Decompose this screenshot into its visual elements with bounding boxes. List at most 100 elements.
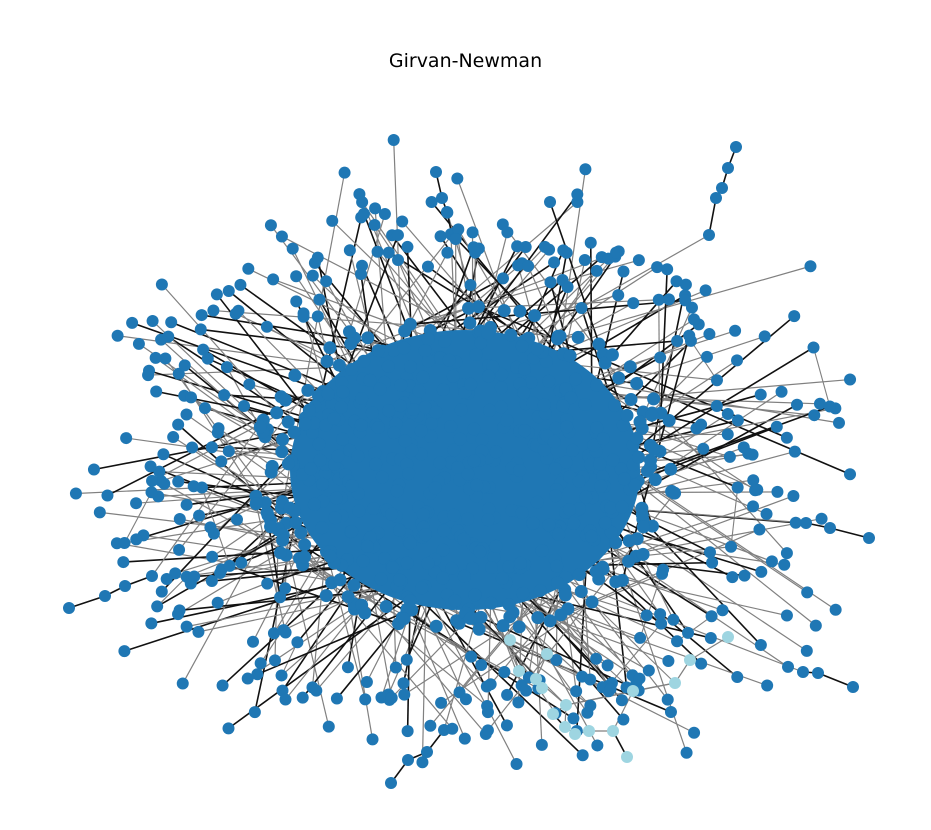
graph-node — [275, 669, 288, 682]
graph-node — [642, 664, 655, 677]
graph-node — [782, 660, 795, 673]
graph-node — [441, 246, 454, 259]
graph-node — [188, 570, 201, 583]
graph-node — [216, 679, 229, 692]
graph-node — [584, 236, 597, 249]
graph-node — [385, 777, 397, 789]
graph-node — [863, 532, 875, 544]
graph-node — [194, 323, 207, 336]
graph-node — [453, 432, 467, 446]
graph-node — [267, 627, 280, 640]
graph-node — [398, 434, 412, 448]
graph-node — [617, 713, 630, 726]
graph-node — [710, 374, 723, 387]
graph-node — [844, 373, 857, 386]
graph-node — [69, 487, 82, 500]
graph-node — [632, 254, 645, 267]
graph-node — [616, 418, 630, 432]
graph-node — [747, 500, 760, 513]
graph-node — [682, 626, 695, 639]
graph-node — [730, 141, 742, 153]
graph-node — [118, 537, 131, 550]
graph-node — [155, 474, 168, 487]
graph-node — [722, 162, 734, 174]
graph-node — [572, 568, 586, 582]
graph-node — [640, 609, 653, 622]
graph-node — [287, 425, 301, 439]
graph-node — [475, 658, 488, 671]
graph-node — [230, 513, 243, 526]
graph-node — [513, 665, 525, 677]
graph-node — [501, 688, 514, 701]
graph-node — [669, 677, 681, 689]
graph-node — [458, 732, 471, 745]
graph-node — [329, 491, 343, 505]
graph-node — [354, 268, 367, 281]
graph-node — [710, 192, 722, 204]
graph-node — [510, 757, 523, 770]
graph-node — [662, 293, 675, 306]
graph-node — [153, 465, 166, 478]
graph-node — [291, 636, 304, 649]
graph-node — [651, 261, 664, 274]
graph-node — [172, 367, 185, 380]
graph-node — [235, 556, 248, 569]
graph-node — [601, 659, 614, 672]
graph-node — [403, 360, 417, 374]
graph-node — [461, 512, 475, 526]
graph-node — [489, 539, 503, 553]
graph-node — [424, 417, 438, 431]
graph-node — [544, 276, 557, 289]
graph-node — [623, 360, 637, 374]
graph-node — [265, 459, 279, 473]
graph-node — [485, 560, 499, 574]
graph-edge — [628, 560, 745, 577]
graph-node — [343, 244, 356, 257]
graph-node — [275, 230, 288, 243]
graph-node — [469, 246, 482, 259]
graph-node — [652, 293, 665, 306]
graph-node — [809, 619, 822, 632]
graph-node — [604, 501, 618, 515]
graph-node — [333, 573, 347, 587]
graph-node — [765, 555, 778, 568]
graph-node — [731, 671, 744, 684]
graph-node — [206, 550, 219, 563]
graph-node — [592, 337, 606, 351]
graph-node — [435, 696, 448, 709]
graph-node — [579, 163, 592, 176]
graph-node — [500, 719, 513, 732]
graph-node — [547, 708, 559, 720]
graph-node — [401, 725, 414, 738]
graph-node — [393, 523, 407, 537]
graph-node — [310, 684, 323, 697]
graph-node — [332, 358, 346, 372]
graph-node — [699, 284, 712, 297]
graph-node — [386, 561, 400, 575]
graph-node — [487, 550, 501, 564]
graph-node — [770, 420, 783, 433]
graph-node — [808, 409, 821, 422]
graph-node — [502, 560, 516, 574]
graph-node — [429, 405, 443, 419]
graph-node — [290, 270, 303, 283]
graph-node — [382, 404, 396, 418]
graph-node — [664, 462, 678, 476]
graph-edge — [151, 391, 324, 482]
graph-node — [445, 561, 459, 575]
graph-node — [630, 532, 644, 546]
graph-node — [624, 392, 638, 406]
graph-node — [721, 408, 734, 421]
graph-node — [447, 508, 461, 522]
graph-edge — [676, 615, 712, 642]
graph-node — [374, 572, 388, 586]
graph-node — [155, 333, 168, 346]
graph-node — [327, 412, 341, 426]
graph-node — [824, 522, 836, 534]
graph-node — [389, 661, 402, 674]
graph-node — [606, 453, 620, 467]
graph-node — [594, 479, 608, 493]
graph-node — [387, 134, 400, 146]
graph-node — [484, 596, 498, 610]
graph-node — [483, 403, 497, 417]
